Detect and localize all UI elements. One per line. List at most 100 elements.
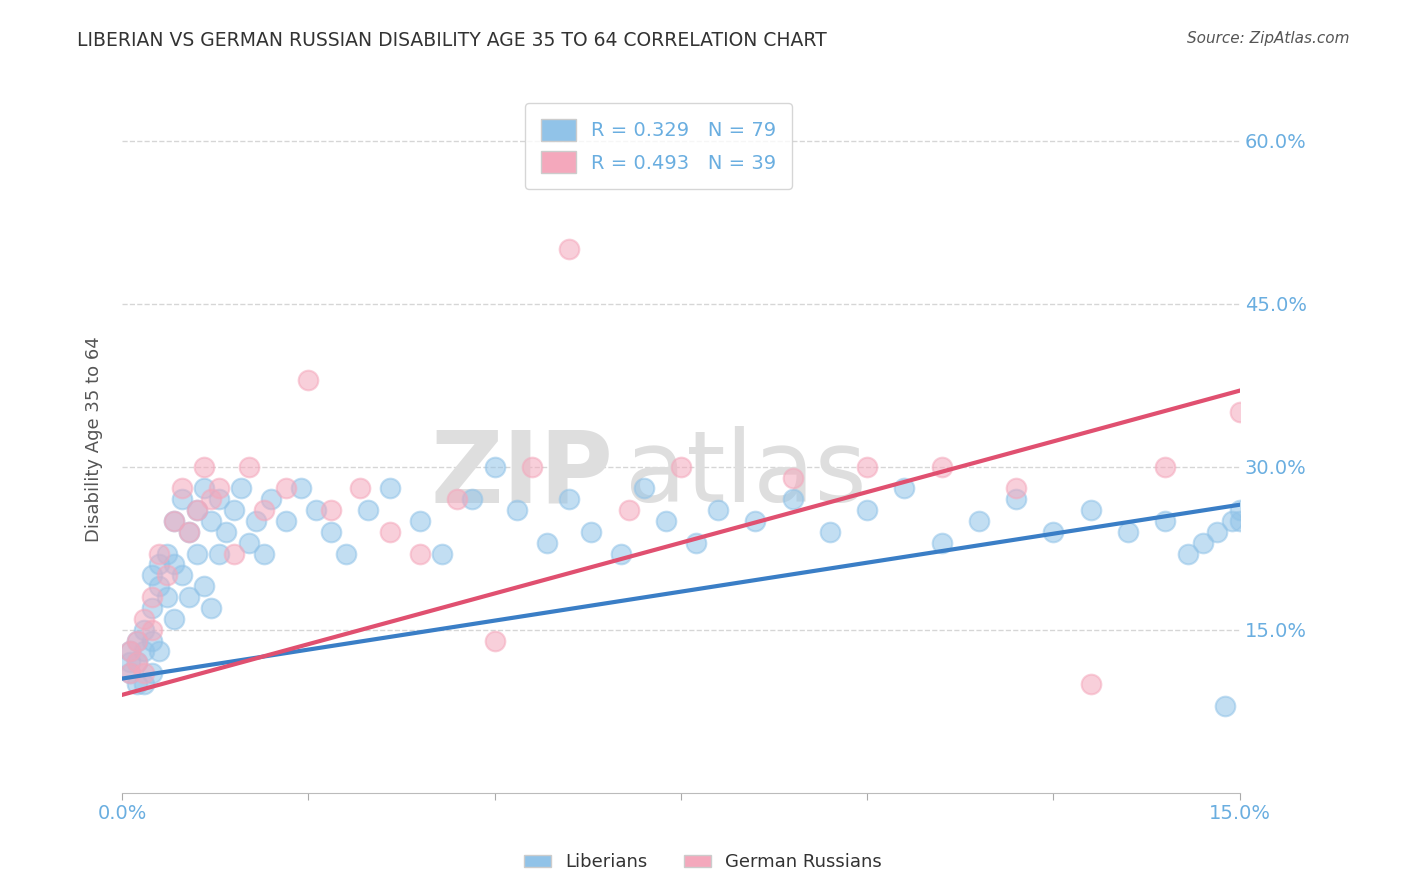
Point: [893, 482, 915, 496]
Point: [260, 492, 283, 507]
Point: [1042, 524, 1064, 539]
Point: [222, 547, 245, 561]
Point: [186, 503, 208, 517]
Point: [1229, 503, 1251, 517]
Point: [156, 568, 179, 582]
Point: [208, 482, 231, 496]
Point: [484, 633, 506, 648]
Point: [170, 482, 193, 496]
Point: [125, 655, 148, 669]
Point: [1080, 677, 1102, 691]
Point: [118, 644, 141, 658]
Point: [380, 524, 402, 539]
Point: [245, 514, 267, 528]
Point: [118, 655, 141, 669]
Point: [141, 633, 163, 648]
Point: [170, 568, 193, 582]
Point: [558, 492, 581, 507]
Point: [253, 547, 276, 561]
Point: [141, 568, 163, 582]
Point: [633, 482, 655, 496]
Point: [782, 470, 804, 484]
Point: [617, 503, 640, 517]
Point: [335, 547, 357, 561]
Point: [1191, 535, 1213, 549]
Point: [193, 482, 215, 496]
Point: [238, 535, 260, 549]
Point: [1177, 547, 1199, 561]
Point: [967, 514, 990, 528]
Point: [931, 535, 953, 549]
Point: [141, 623, 163, 637]
Point: [744, 514, 766, 528]
Point: [1229, 405, 1251, 419]
Point: [319, 524, 342, 539]
Point: [148, 547, 170, 561]
Text: atlas: atlas: [626, 426, 866, 524]
Point: [179, 524, 201, 539]
Point: [357, 503, 380, 517]
Point: [125, 677, 148, 691]
Point: [200, 492, 222, 507]
Point: [170, 492, 193, 507]
Point: [818, 524, 841, 539]
Point: [1220, 514, 1243, 528]
Text: Source: ZipAtlas.com: Source: ZipAtlas.com: [1187, 31, 1350, 46]
Point: [163, 612, 186, 626]
Point: [1154, 459, 1177, 474]
Y-axis label: Disability Age 35 to 64: Disability Age 35 to 64: [86, 336, 103, 542]
Text: ZIP: ZIP: [432, 426, 614, 524]
Point: [484, 459, 506, 474]
Point: [163, 514, 186, 528]
Point: [1213, 698, 1236, 713]
Point: [782, 492, 804, 507]
Point: [141, 590, 163, 604]
Point: [610, 547, 633, 561]
Point: [558, 243, 581, 257]
Point: [432, 547, 454, 561]
Point: [163, 558, 186, 572]
Point: [409, 514, 432, 528]
Text: LIBERIAN VS GERMAN RUSSIAN DISABILITY AGE 35 TO 64 CORRELATION CHART: LIBERIAN VS GERMAN RUSSIAN DISABILITY AG…: [77, 31, 827, 50]
Point: [134, 612, 156, 626]
Point: [148, 644, 170, 658]
Point: [319, 503, 342, 517]
Point: [200, 514, 222, 528]
Point: [305, 503, 328, 517]
Point: [655, 514, 678, 528]
Point: [118, 666, 141, 681]
Point: [1206, 524, 1229, 539]
Point: [506, 503, 529, 517]
Point: [208, 547, 231, 561]
Point: [125, 633, 148, 648]
Point: [125, 655, 148, 669]
Point: [200, 601, 222, 615]
Point: [931, 459, 953, 474]
Legend: Liberians, German Russians: Liberians, German Russians: [516, 847, 890, 879]
Point: [118, 644, 141, 658]
Point: [238, 459, 260, 474]
Point: [222, 503, 245, 517]
Point: [186, 547, 208, 561]
Point: [156, 590, 179, 604]
Point: [134, 644, 156, 658]
Point: [446, 492, 468, 507]
Point: [1116, 524, 1139, 539]
Point: [1005, 482, 1028, 496]
Legend: R = 0.329   N = 79, R = 0.493   N = 39: R = 0.329 N = 79, R = 0.493 N = 39: [526, 103, 792, 189]
Point: [1229, 514, 1251, 528]
Point: [179, 590, 201, 604]
Point: [290, 482, 312, 496]
Point: [707, 503, 730, 517]
Point: [685, 535, 707, 549]
Point: [274, 514, 297, 528]
Point: [520, 459, 543, 474]
Point: [409, 547, 432, 561]
Point: [274, 482, 297, 496]
Point: [148, 558, 170, 572]
Point: [208, 492, 231, 507]
Point: [1080, 503, 1102, 517]
Point: [536, 535, 558, 549]
Point: [179, 524, 201, 539]
Point: [380, 482, 402, 496]
